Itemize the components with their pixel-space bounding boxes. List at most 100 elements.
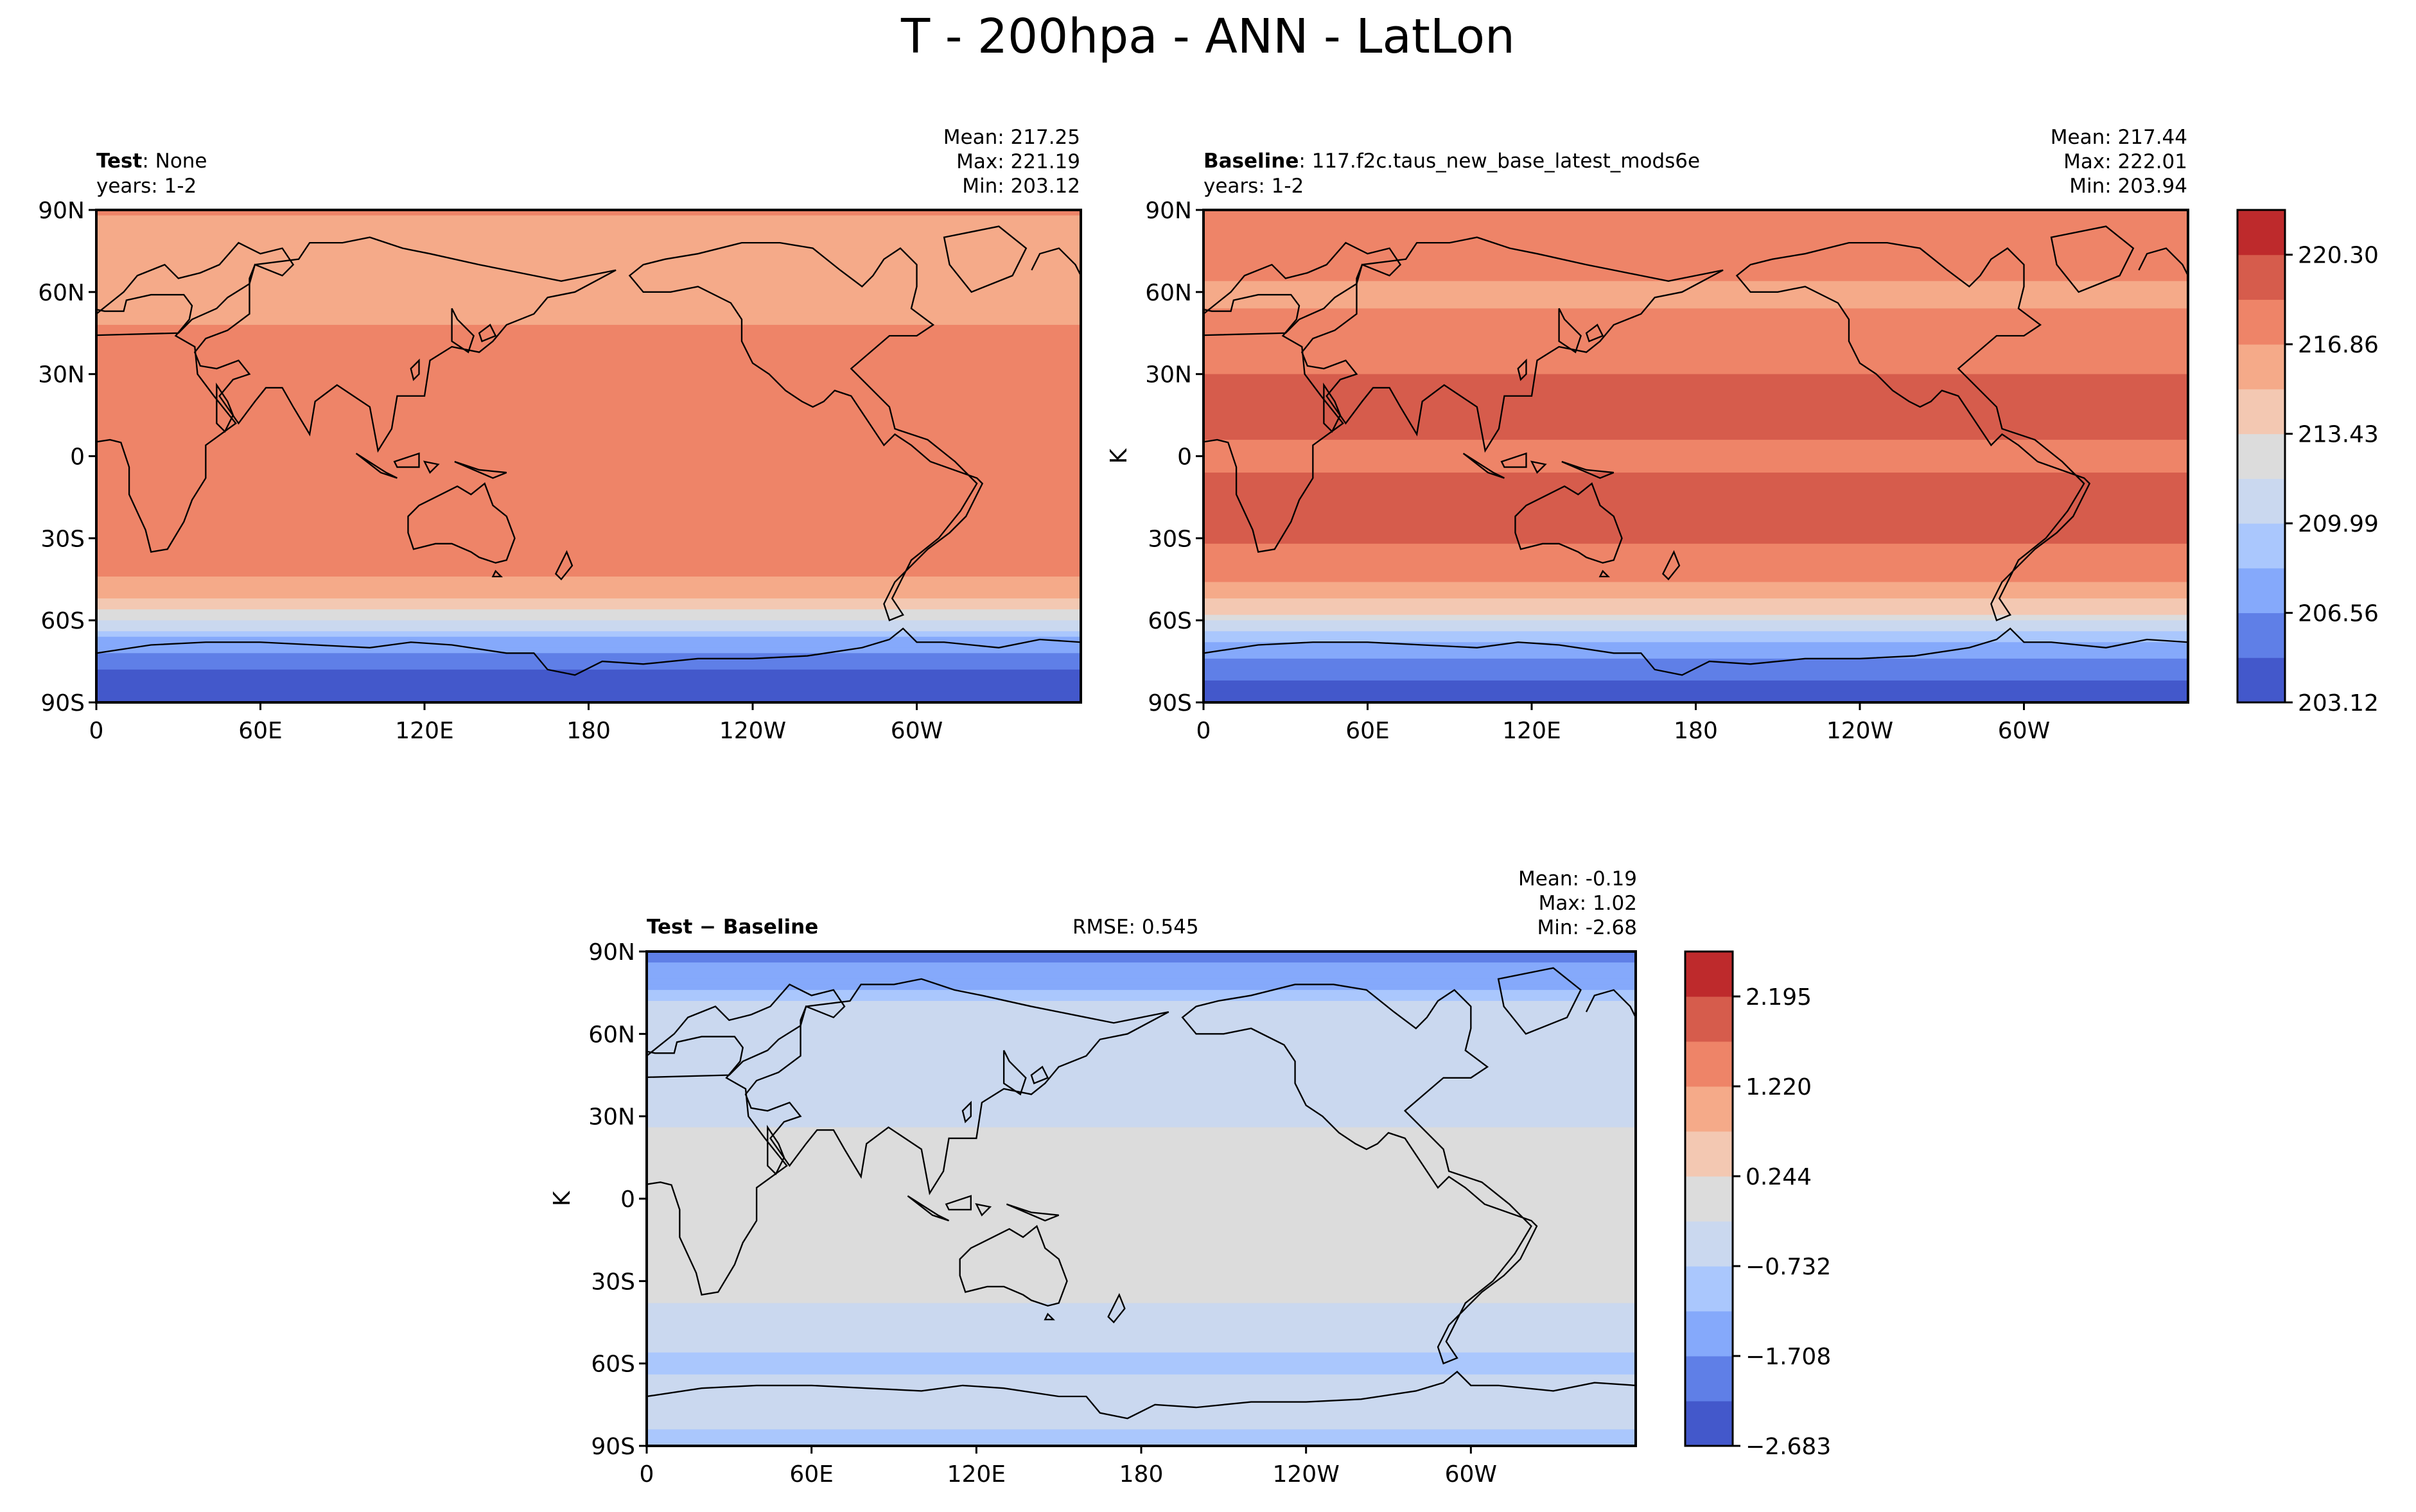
contour-band — [96, 462, 1081, 468]
test-mean: Mean: 217.25 — [943, 126, 1080, 149]
contour-band — [96, 516, 1081, 523]
contour-band — [1204, 587, 2188, 594]
contour-band — [647, 1308, 1636, 1315]
contour-band — [96, 445, 1081, 451]
contour-band — [647, 1434, 1636, 1441]
colorbar-segment — [2237, 433, 2285, 479]
y-tick-label: 30N — [38, 362, 85, 388]
y-tick-label: 0 — [1177, 444, 1192, 471]
contour-band — [1204, 669, 2188, 676]
diff-title-bold: Test − Baseline — [647, 916, 819, 939]
colorbar-segment — [2237, 523, 2285, 569]
contour-band — [96, 494, 1081, 501]
contour-band — [647, 1143, 1636, 1150]
contour-band — [96, 697, 1081, 702]
diff-mean: Mean: -0.19 — [1518, 867, 1637, 891]
contour-band — [647, 1264, 1636, 1271]
y-tick-label: 90N — [38, 198, 85, 224]
colorbar-segment — [2237, 613, 2285, 658]
contour-band — [647, 1160, 1636, 1167]
colorbar-segment — [2237, 478, 2285, 524]
contour-band — [647, 989, 1636, 996]
contour-band — [1204, 620, 2188, 627]
contour-band — [647, 1100, 1636, 1106]
figure-title: T - 200hpa - ANN - LatLon — [901, 9, 1515, 64]
contour-band — [96, 291, 1081, 299]
contour-band — [1204, 598, 2188, 605]
contour-band — [96, 374, 1081, 381]
contour-band — [96, 439, 1081, 446]
contour-band — [1204, 385, 2188, 392]
contour-band — [96, 587, 1081, 594]
contour-band — [96, 358, 1081, 364]
contour-band — [1204, 390, 2188, 397]
contour-band — [96, 543, 1081, 550]
colorbar-segment — [2237, 388, 2285, 435]
contour-band — [96, 593, 1081, 600]
contour-band — [96, 428, 1081, 435]
contour-band — [647, 1116, 1636, 1123]
contour-band — [1204, 521, 2188, 528]
contour-band — [96, 215, 1081, 222]
contour-band — [96, 631, 1081, 638]
contour-band — [1204, 439, 2188, 446]
contour-band — [1204, 582, 2188, 589]
contour-band — [1204, 395, 2188, 403]
colorbar-frame — [2236, 209, 2286, 704]
contour-band — [96, 330, 1081, 337]
contour-band — [96, 538, 1081, 544]
x-tick-label: 120E — [395, 718, 453, 744]
x-tick-label: 60E — [789, 1461, 834, 1488]
y-tick-label: 60S — [1148, 608, 1192, 634]
contour-band — [1204, 614, 2188, 621]
contour-band — [1204, 286, 2188, 293]
contour-band — [1204, 494, 2188, 501]
contour-band — [647, 1237, 1636, 1244]
contour-band — [1204, 593, 2188, 600]
contour-band — [96, 341, 1081, 348]
contour-band — [647, 1034, 1636, 1040]
x-tick-label: 180 — [1674, 718, 1718, 744]
contour-band — [96, 521, 1081, 528]
contour-band — [1204, 363, 2188, 370]
contour-band — [1204, 330, 2188, 337]
contour-band — [647, 1363, 1636, 1370]
contour-band — [1204, 308, 2188, 315]
x-tick-label: 120W — [1826, 718, 1893, 744]
contour-band — [1204, 221, 2188, 227]
contour-band — [1204, 347, 2188, 353]
contour-band — [96, 625, 1081, 632]
contour-band — [1204, 259, 2188, 266]
colorbar-segment — [2237, 568, 2285, 614]
contour-band — [1204, 516, 2188, 523]
y-tick-label: 30S — [40, 526, 85, 552]
contour-band — [1204, 352, 2188, 359]
contour-band — [96, 336, 1081, 342]
colorbar-segment — [1685, 1266, 1733, 1312]
contour-band — [647, 1286, 1636, 1293]
x-tick-label: 120E — [947, 1461, 1006, 1488]
y-tick-label: 60N — [1145, 280, 1192, 306]
y-tick-label: 60N — [38, 280, 85, 306]
contour-band — [647, 1122, 1636, 1128]
x-tick-label: 60W — [891, 718, 943, 744]
contour-band — [1204, 489, 2188, 496]
contour-band — [96, 554, 1081, 561]
contour-band — [647, 973, 1636, 980]
x-tick-label: 0 — [640, 1461, 654, 1488]
contour-band — [647, 1050, 1636, 1057]
contour-band — [1204, 675, 2188, 681]
contour-band — [96, 473, 1081, 479]
y-tick-label: 90S — [591, 1434, 635, 1460]
contour-band — [96, 308, 1081, 315]
test-title-rest: : None — [142, 150, 207, 173]
y-axis-label: K — [549, 1190, 575, 1206]
contour-band — [96, 352, 1081, 359]
contour-band — [96, 423, 1081, 430]
baseline-title: Baseline: 117.f2c.taus_new_base_latest_m… — [1204, 149, 1700, 173]
diff-min: Min: -2.68 — [1537, 916, 1637, 939]
baseline-title-bold: Baseline — [1204, 150, 1299, 173]
contour-band — [1204, 302, 2188, 309]
test-years: years: 1-2 — [96, 175, 197, 198]
contour-band — [647, 1176, 1636, 1183]
